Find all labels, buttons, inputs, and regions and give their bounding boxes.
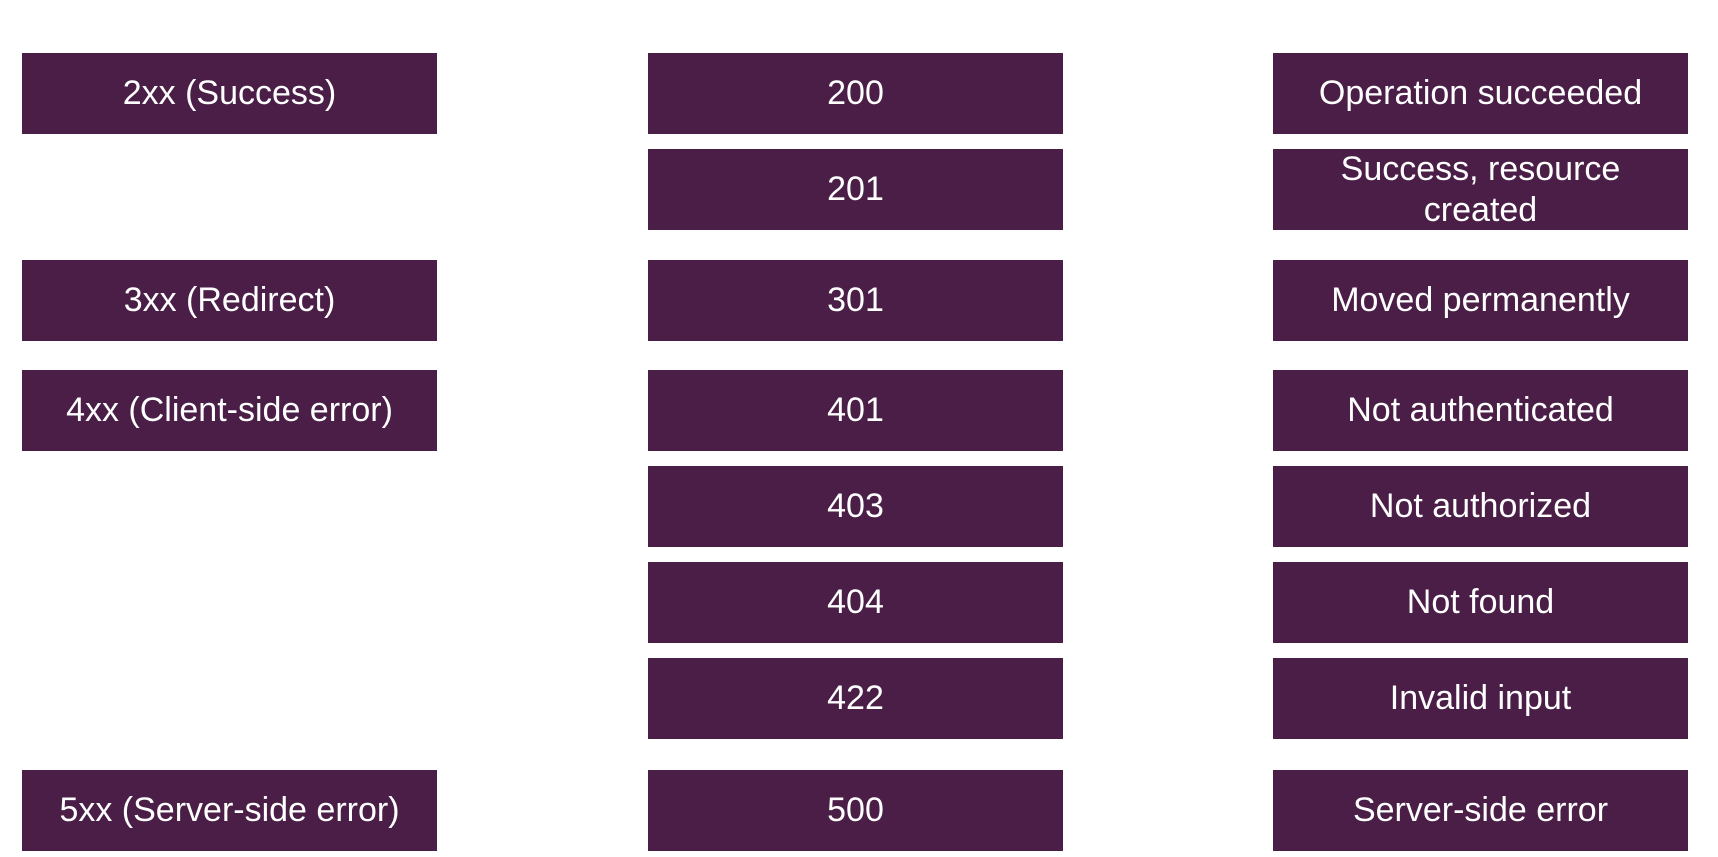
description-box-301: Moved permanently [1273,260,1688,341]
code-box-200: 200 [648,53,1063,134]
category-box-4xx: 4xx (Client-side error) [22,370,437,451]
code-box-301: 301 [648,260,1063,341]
category-box-3xx: 3xx (Redirect) [22,260,437,341]
code-box-500: 500 [648,770,1063,851]
description-box-403: Not authorized [1273,466,1688,547]
code-box-404: 404 [648,562,1063,643]
code-box-401: 401 [648,370,1063,451]
category-box-5xx: 5xx (Server-side error) [22,770,437,851]
code-box-201: 201 [648,149,1063,230]
description-box-200: Operation succeeded [1273,53,1688,134]
code-box-403: 403 [648,466,1063,547]
code-box-422: 422 [648,658,1063,739]
description-box-201: Success, resource created [1273,149,1688,230]
description-box-422: Invalid input [1273,658,1688,739]
description-box-500: Server-side error [1273,770,1688,851]
description-box-401: Not authenticated [1273,370,1688,451]
description-box-404: Not found [1273,562,1688,643]
category-box-2xx: 2xx (Success) [22,53,437,134]
